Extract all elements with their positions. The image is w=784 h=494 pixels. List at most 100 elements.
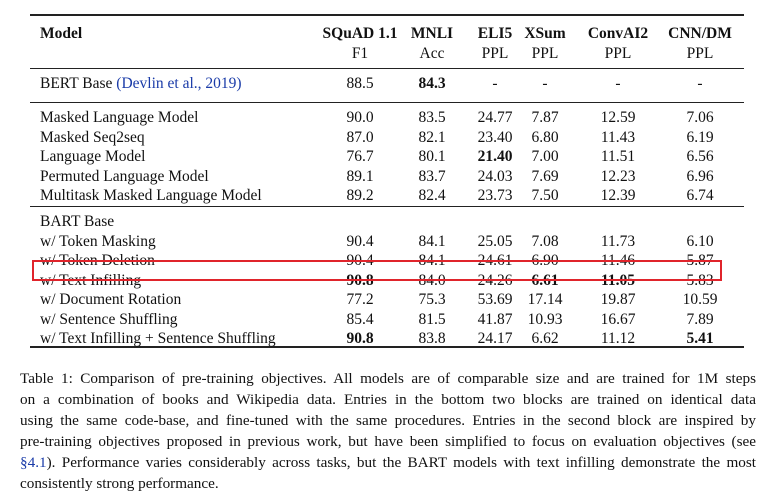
table-row: Permuted Language Model 89.1 83.7 24.03 …: [30, 167, 744, 187]
row-label: w/ Text Infilling + Sentence Shuffling: [40, 330, 276, 347]
cell: 75.3: [418, 291, 446, 308]
metric-cnndm: PPL: [686, 45, 714, 62]
cell: 21.40: [477, 148, 513, 165]
row-label: w/ Token Masking: [40, 232, 156, 250]
cell: 7.87: [531, 109, 559, 126]
table-caption: Table 1: Comparison of pre-training obje…: [20, 368, 756, 494]
cell: 12.59: [600, 109, 636, 126]
cell: 7.89: [686, 310, 714, 328]
cell: 85.4: [346, 310, 374, 328]
cell: 77.2: [346, 291, 374, 308]
table-row: Masked Language Model 90.0 83.5 24.77 7.…: [30, 108, 744, 128]
caption-line: using the same code-base, and fine-tuned…: [20, 412, 756, 429]
block-title-row: BART Base: [30, 212, 744, 232]
metric-mnli: Acc: [419, 45, 445, 62]
block-rule: [30, 206, 744, 207]
metric-eli5: PPL: [481, 45, 509, 62]
cell: 12.39: [600, 187, 636, 204]
header-col-mnli: MNLI: [410, 25, 454, 42]
cell: 7.50: [531, 187, 559, 204]
row-label: Masked Language Model: [40, 109, 199, 126]
table-row: w/ Sentence Shuffling 85.4 81.5 41.87 10…: [30, 310, 744, 330]
header-model: Model: [40, 25, 83, 42]
metric-xsum: PPL: [531, 45, 559, 62]
header-metric-row: F1 Acc PPL PPL PPL PPL: [30, 44, 744, 64]
cell: 24.03: [477, 167, 513, 185]
cell: 88.5: [346, 75, 374, 92]
cell: 41.87: [477, 310, 513, 328]
row-label: w/ Document Rotation: [40, 291, 182, 308]
cell: -: [492, 75, 498, 92]
row-label: Permuted Language Model: [40, 167, 209, 185]
header-col-convai2: ConvAI2: [587, 25, 649, 42]
table-row: Multitask Masked Language Model 89.2 82.…: [30, 186, 744, 206]
caption-line: Table 1: Comparison of pre-training obje…: [20, 370, 756, 387]
cell: 6.10: [686, 232, 714, 250]
cell: 10.93: [527, 310, 563, 328]
header-rule: [30, 68, 744, 69]
section-link[interactable]: §4.1: [20, 454, 47, 471]
cell: 83.5: [418, 109, 446, 126]
cell: 81.5: [418, 310, 446, 328]
table-row: w/ Document Rotation 77.2 75.3 53.69 17.…: [30, 290, 744, 310]
cell: 19.87: [600, 291, 636, 308]
header-col-xsum: XSum: [524, 25, 566, 42]
caption-line: pre-training objectives proposed in prev…: [20, 433, 756, 450]
cell: 6.96: [686, 167, 714, 185]
caption-line: §4.1). Performance varies considerably a…: [20, 454, 756, 471]
citation-link[interactable]: (Devlin et al., 2019): [116, 75, 242, 92]
cell: 7.00: [531, 148, 559, 165]
bottom-rule: [30, 346, 744, 348]
cell: 12.23: [600, 167, 636, 185]
cell: 90.8: [346, 330, 374, 347]
caption-line: consistently strong performance.: [20, 475, 219, 492]
cell: 87.0: [346, 128, 374, 146]
cell: 80.1: [418, 148, 446, 165]
row-label: Multitask Masked Language Model: [40, 187, 262, 204]
cell: 84.3: [418, 75, 446, 92]
metric-convai2: PPL: [604, 45, 632, 62]
baseline-rule: [30, 102, 744, 103]
block-title: BART Base: [40, 213, 115, 230]
header-col-squad: SQuAD 1.1: [322, 25, 398, 42]
cell: 89.2: [346, 187, 374, 204]
table-row: Language Model 76.7 80.1 21.40 7.00 11.5…: [30, 147, 744, 167]
cell: 53.69: [477, 291, 513, 308]
cell: 90.0: [346, 109, 374, 126]
caption-line: on a combination of books and Wikipedia …: [20, 391, 756, 408]
cell: -: [697, 75, 703, 92]
header-col-cnndm: CNN/DM: [668, 25, 732, 42]
cell: 7.08: [531, 232, 559, 250]
baseline-row: BERT Base (Devlin et al., 2019) 88.5 84.…: [30, 74, 744, 94]
table-row: w/ Text Infilling + Sentence Shuffling 9…: [30, 329, 744, 349]
cell: 11.51: [600, 148, 636, 165]
cell: 6.74: [686, 187, 714, 204]
cell: 83.8: [418, 330, 446, 347]
cell: 11.43: [600, 128, 636, 146]
cell: 11.73: [600, 232, 636, 250]
table-row: Masked Seq2seq 87.0 82.1 23.40 6.80 11.4…: [30, 128, 744, 148]
header-col-eli5: ELI5: [477, 25, 513, 42]
cell: 24.17: [477, 330, 513, 347]
cell: 25.05: [477, 232, 513, 250]
cell: 10.59: [682, 291, 718, 308]
cell: 6.80: [531, 128, 559, 146]
cell: -: [542, 75, 548, 92]
cell: 24.77: [477, 109, 513, 126]
cell: 17.14: [527, 291, 563, 308]
cell: 82.1: [418, 128, 446, 146]
metric-squad: F1: [351, 45, 369, 62]
cell: 83.7: [418, 167, 446, 185]
cell: 23.73: [477, 187, 513, 204]
top-rule: [30, 14, 744, 16]
row-label: BERT Base (Devlin et al., 2019): [40, 75, 242, 92]
cell: 6.19: [686, 128, 714, 146]
cell: -: [615, 75, 621, 92]
cell: 5.41: [686, 330, 714, 347]
table-row: w/ Token Masking 90.4 84.1 25.05 7.08 11…: [30, 232, 744, 252]
row-label: Language Model: [40, 148, 146, 165]
cell: 82.4: [418, 187, 446, 204]
cell: 89.1: [346, 167, 374, 185]
cell: 90.4: [346, 232, 374, 250]
cell: 76.7: [346, 148, 374, 165]
